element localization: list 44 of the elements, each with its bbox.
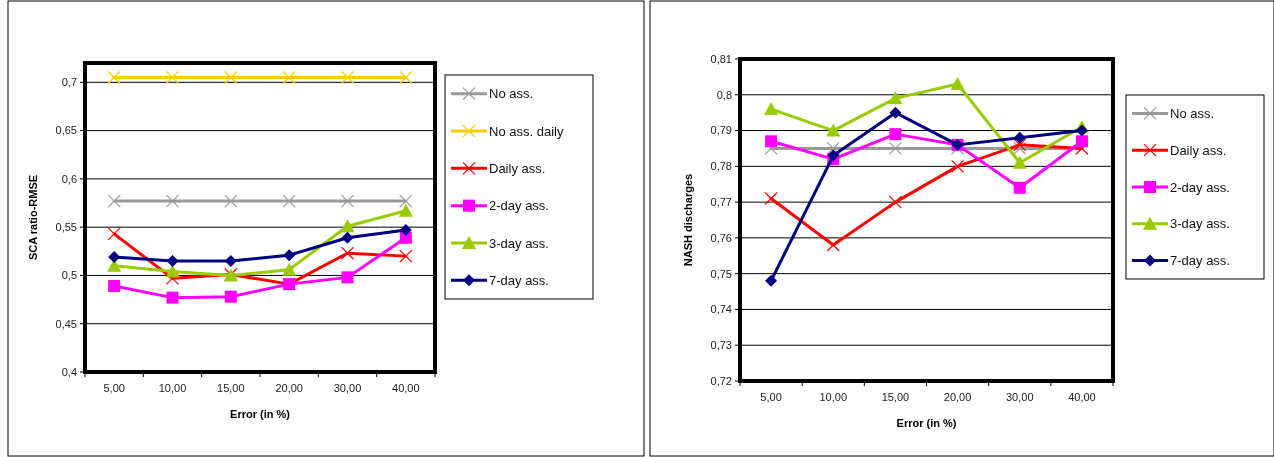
x-tick-label: 10,00 [819,391,848,403]
y-axis-title: SCA ratio-RMSE [27,174,39,261]
x-tick-label: 20,00 [943,391,972,403]
legend-label: 7-day ass. [489,272,549,288]
y-tick-label: 0,73 [710,339,732,352]
x-tick-label: 30,00 [1005,391,1034,403]
x-tick-label: 15,00 [881,391,910,403]
x-tick-label: 5,00 [103,382,125,394]
y-tick-label: 0,6 [61,172,77,185]
legend-label: No ass. [1170,105,1215,121]
x-tick-label: 40,00 [1068,391,1096,403]
y-tick-label: 0,78 [710,160,732,173]
x-axis-title: Error (in %) [230,408,291,420]
legend-label: No ass. [489,86,534,102]
y-tick-label: 0,5 [61,269,77,282]
y-tick-label: 0,8 [716,88,732,101]
legend-label: No ass. daily [489,123,564,139]
y-tick-label: 0,74 [710,303,732,316]
y-tick-label: 0,75 [710,267,732,280]
y-tick-label: 0,65 [55,124,77,137]
legend-label: Daily ass. [1170,142,1227,158]
x-tick-label: 5,00 [760,391,782,403]
y-tick-label: 0,45 [55,317,77,330]
x-tick-label: 40,00 [392,382,420,394]
y-tick-label: 0,4 [61,365,77,378]
y-tick-label: 0,79 [710,124,732,137]
y-tick-label: 0,81 [710,52,732,65]
legend-label: 3-day ass. [489,235,549,251]
y-tick-label: 0,55 [55,221,77,234]
legend-label: 3-day ass. [1170,216,1230,232]
y-tick-label: 0,77 [710,195,732,208]
x-tick-label: 10,00 [158,382,187,394]
y-axis-title: NASH discharges [682,173,694,267]
y-tick-label: 0,72 [710,374,732,387]
y-tick-label: 0,76 [710,231,732,244]
x-tick-label: 15,00 [217,382,245,394]
legend-label: 2-day ass. [489,198,549,214]
x-tick-label: 30,00 [333,382,362,394]
legend-label: 7-day ass. [1170,253,1230,269]
legend-label: 2-day ass. [1170,179,1230,195]
x-tick-label: 20,00 [275,382,303,394]
y-tick-label: 0,7 [61,76,77,89]
legend-label: Daily ass. [489,160,546,176]
x-axis-title: Error (in %) [896,417,957,429]
